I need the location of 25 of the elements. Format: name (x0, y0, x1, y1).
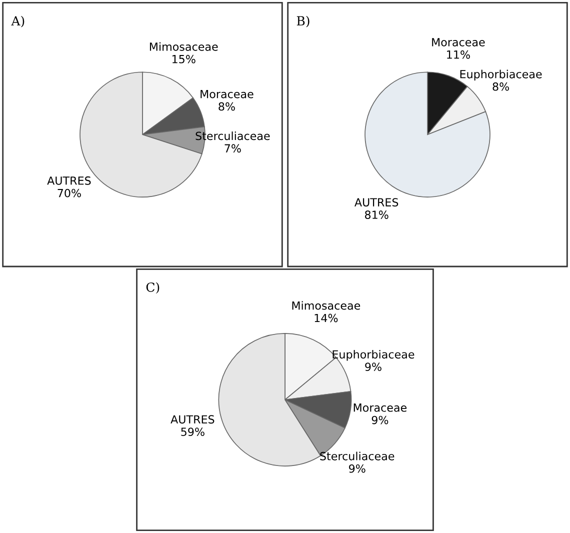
data-label: 70% (58, 188, 81, 198)
data-label: 9% (365, 362, 382, 372)
slice-label: Moraceae (200, 90, 254, 98)
data-label: 59% (181, 428, 204, 436)
slice-label: Euphorbiaceae (460, 70, 542, 80)
chart-title: B) (296, 16, 310, 28)
data-label: 15% (172, 54, 196, 64)
slice-label: Moraceae (354, 404, 407, 412)
chart-title: A) (11, 16, 24, 28)
chart-title: C) (146, 282, 160, 294)
data-label: 11% (447, 50, 470, 59)
data-label: 8% (492, 82, 509, 91)
data-label: 81% (364, 210, 388, 219)
data-label: 8% (218, 102, 235, 111)
slice-label: Mimosaceae (292, 301, 360, 310)
slice-label: Moraceae (432, 38, 485, 46)
slice-label: AUTRES (47, 176, 91, 185)
slice-label: AUTRES (354, 198, 398, 207)
data-label: 9% (349, 464, 366, 473)
data-label: 14% (314, 314, 338, 322)
data-label: 7% (224, 144, 241, 153)
slice-label: AUTRES (170, 415, 214, 424)
data-label: 9% (372, 416, 388, 424)
slice-label: Mimosaceae (150, 42, 218, 51)
slice-label: Sterculiaceae (320, 452, 394, 460)
